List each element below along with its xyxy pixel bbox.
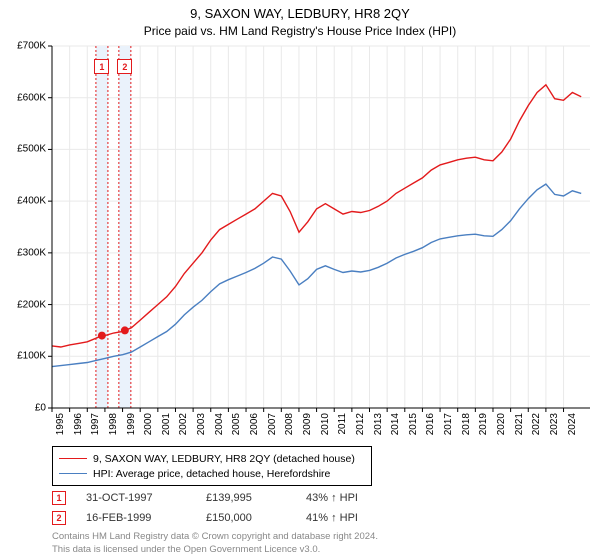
x-tick-label: 1999 — [126, 413, 137, 435]
x-tick-label: 2011 — [337, 413, 348, 435]
sale-date: 31-OCT-1997 — [86, 492, 206, 504]
x-tick-label: 2000 — [143, 413, 154, 435]
x-tick-label: 2009 — [302, 413, 313, 435]
chart-plot-area: 12 — [52, 46, 590, 408]
sale-marker-icon: 1 — [52, 491, 66, 505]
x-tick-label: 1998 — [108, 413, 119, 435]
x-tick-label: 2005 — [231, 413, 242, 435]
y-tick-label: £300K — [17, 247, 46, 258]
sale-pct: 41% ↑ HPI — [306, 512, 406, 524]
sales-list: 1 31-OCT-1997£139,99543% ↑ HPI 2 16-FEB-199… — [52, 488, 590, 528]
x-tick-label: 2002 — [178, 413, 189, 435]
footer-line-2: This data is licensed under the Open Gov… — [52, 544, 378, 556]
sale-row: 2 16-FEB-1999£150,00041% ↑ HPI — [52, 508, 590, 528]
x-tick-label: 2017 — [443, 413, 454, 435]
legend-swatch — [59, 473, 87, 475]
legend-label: HPI: Average price, detached house, Here… — [93, 468, 330, 480]
y-tick-label: £500K — [17, 144, 46, 155]
x-tick-label: 2003 — [196, 413, 207, 435]
x-tick-label: 2012 — [355, 413, 366, 435]
x-tick-label: 2007 — [267, 413, 278, 435]
chart-title: 9, SAXON WAY, LEDBURY, HR8 2QY — [0, 0, 600, 21]
chart-svg — [52, 46, 590, 408]
x-tick-label: 2024 — [567, 413, 578, 435]
footer-attribution: Contains HM Land Registry data © Crown c… — [52, 531, 378, 556]
x-tick-label: 2020 — [496, 413, 507, 435]
x-tick-label: 2010 — [320, 413, 331, 435]
sale-price: £150,000 — [206, 512, 306, 524]
x-tick-label: 2004 — [214, 413, 225, 435]
sale-pct: 43% ↑ HPI — [306, 492, 406, 504]
x-tick-label: 2021 — [514, 413, 525, 435]
legend-item: 9, SAXON WAY, LEDBURY, HR8 2QY (detached… — [59, 451, 365, 466]
sale-marker-box: 1 — [94, 59, 109, 74]
y-axis: £0£100K£200K£300K£400K£500K£600K£700K — [0, 46, 50, 408]
y-tick-label: £100K — [17, 351, 46, 362]
x-tick-label: 2013 — [373, 413, 384, 435]
chart-container: 9, SAXON WAY, LEDBURY, HR8 2QY Price pai… — [0, 0, 600, 560]
x-tick-label: 1996 — [73, 413, 84, 435]
legend-label: 9, SAXON WAY, LEDBURY, HR8 2QY (detached… — [93, 453, 355, 465]
legend-box: 9, SAXON WAY, LEDBURY, HR8 2QY (detached… — [52, 446, 372, 486]
x-tick-label: 1997 — [90, 413, 101, 435]
x-tick-label: 2019 — [478, 413, 489, 435]
sale-date: 16-FEB-1999 — [86, 512, 206, 524]
sale-marker-icon: 2 — [52, 511, 66, 525]
footer-line-1: Contains HM Land Registry data © Crown c… — [52, 531, 378, 543]
y-tick-label: £600K — [17, 92, 46, 103]
x-tick-label: 2014 — [390, 413, 401, 435]
x-axis: 1995 1996 1997 1998 1999 2000 2001 2002 2003 2004… — [52, 410, 590, 450]
x-tick-label: 2015 — [408, 413, 419, 435]
sale-row: 1 31-OCT-1997£139,99543% ↑ HPI — [52, 488, 590, 508]
y-tick-label: £700K — [17, 41, 46, 52]
legend-item: HPI: Average price, detached house, Here… — [59, 466, 365, 481]
x-tick-label: 2022 — [531, 413, 542, 435]
sale-marker-box: 2 — [117, 59, 132, 74]
x-tick-label: 1995 — [55, 413, 66, 435]
legend-swatch — [59, 458, 87, 460]
y-tick-label: £0 — [35, 403, 46, 414]
x-tick-label: 2018 — [461, 413, 472, 435]
x-tick-label: 2016 — [425, 413, 436, 435]
x-tick-label: 2023 — [549, 413, 560, 435]
y-tick-label: £200K — [17, 299, 46, 310]
x-tick-label: 2006 — [249, 413, 260, 435]
x-tick-label: 2008 — [284, 413, 295, 435]
sale-price: £139,995 — [206, 492, 306, 504]
chart-subtitle: Price paid vs. HM Land Registry's House … — [0, 21, 600, 38]
x-tick-label: 2001 — [161, 413, 172, 435]
y-tick-label: £400K — [17, 196, 46, 207]
